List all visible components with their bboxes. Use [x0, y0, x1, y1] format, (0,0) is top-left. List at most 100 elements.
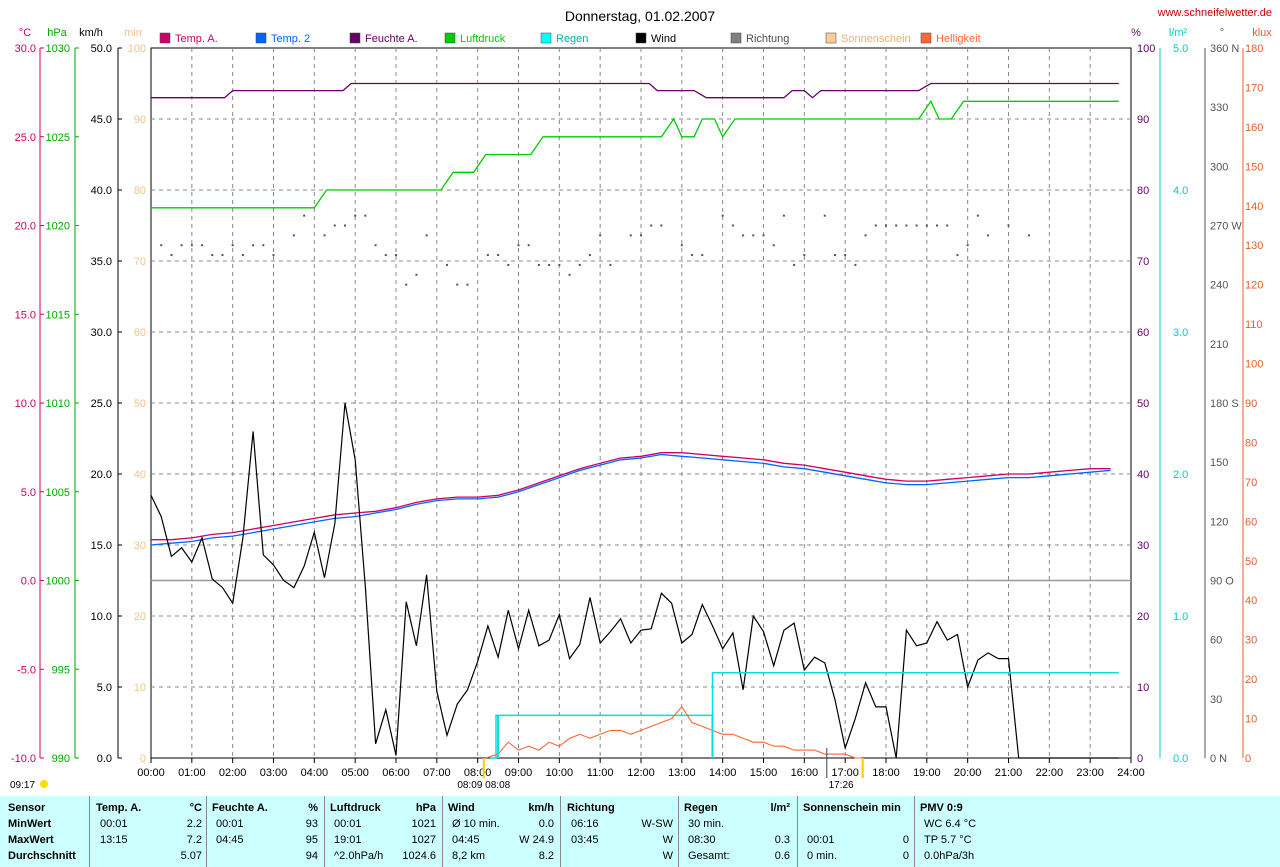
richtung-point	[241, 254, 244, 257]
hum-tick: 60	[1137, 327, 1149, 339]
lux-tick: 130	[1245, 240, 1263, 252]
lux-tick: 10	[1245, 714, 1257, 726]
richtung-point	[599, 234, 602, 237]
richtung-point	[568, 273, 571, 276]
wind-tick: 0.0	[97, 753, 112, 765]
richtung-point	[405, 283, 408, 286]
time-tick: 23:00	[1076, 767, 1104, 779]
stats-header: Richtung	[567, 802, 615, 814]
stats-cell: MinWert	[8, 818, 52, 830]
richtung-point	[660, 224, 663, 227]
lux-tick: 140	[1245, 201, 1263, 213]
richtung-point	[752, 234, 755, 237]
richtung-point	[384, 254, 387, 257]
richtung-point	[936, 224, 939, 227]
axis-unit-hum: %	[1131, 27, 1141, 39]
legend-swatch	[730, 32, 742, 44]
stats-value: 0	[902, 850, 909, 862]
min-tick: 0	[140, 753, 146, 765]
time-tick: 14:00	[709, 767, 737, 779]
time-tick: 09:00	[505, 767, 533, 779]
richtung-point	[303, 214, 306, 217]
wind-tick: 25.0	[91, 398, 112, 410]
richtung-point	[772, 244, 775, 247]
axis-unit-min: min	[124, 27, 142, 39]
wind-tick: 20.0	[91, 469, 112, 481]
richtung-point	[864, 234, 867, 237]
min-tick: 60	[134, 327, 146, 339]
press-tick: 1020	[46, 221, 70, 233]
time-tick: 13:00	[668, 767, 696, 779]
wind-tick: 40.0	[91, 185, 112, 197]
richtung-point	[844, 254, 847, 257]
axis-unit-rain: l/m²	[1169, 27, 1188, 39]
stats-cell: 0.0hPa/3h	[924, 850, 975, 862]
lux-tick: 40	[1245, 595, 1257, 607]
richtung-point	[691, 254, 694, 257]
stats-value: 1024.6	[402, 850, 436, 862]
stats-value: W	[662, 850, 673, 862]
stats-value: 0.6	[774, 850, 790, 862]
lux-tick: 150	[1245, 161, 1263, 173]
legend-label-5: Wind	[651, 33, 676, 45]
richtung-point	[262, 244, 265, 247]
richtung-point	[721, 214, 724, 217]
min-tick: 20	[134, 611, 146, 623]
hum-tick: 90	[1137, 114, 1149, 126]
time-tick: 03:00	[260, 767, 288, 779]
time-tick: 18:00	[872, 767, 900, 779]
time-tick: 10:00	[546, 767, 574, 779]
dir-tick: 150	[1210, 457, 1228, 469]
richtung-point	[578, 263, 581, 266]
time-tick: 15:00	[750, 767, 778, 779]
richtung-point	[425, 234, 428, 237]
temp-tick: 15.0	[15, 309, 36, 321]
stats-unit: hPa	[415, 802, 436, 814]
legend-swatch	[349, 32, 361, 44]
dir-tick: 330	[1210, 102, 1228, 114]
richtung-point	[640, 234, 642, 237]
richtung-point	[456, 283, 459, 286]
richtung-point	[252, 244, 255, 247]
legend-label-2: Feuchte A.	[365, 33, 418, 45]
temp-tick: 5.0	[21, 487, 36, 499]
richtung-point	[905, 224, 908, 227]
hum-tick: 40	[1137, 469, 1149, 481]
dir-tick: 30	[1210, 694, 1222, 706]
wind-tick: 10.0	[91, 611, 112, 623]
legend-swatch	[920, 32, 932, 44]
stats-header: Luftdruck	[330, 802, 381, 814]
stats-value: 5.07	[180, 850, 202, 862]
time-tick: 00:00	[137, 767, 165, 779]
stats-header: Temp. A.	[96, 802, 142, 814]
richtung-point	[680, 244, 683, 247]
lux-tick: 30	[1245, 635, 1257, 647]
sunrise-label: 08:09 08:08	[457, 780, 510, 791]
richtung-point	[793, 263, 796, 266]
stats-cell: ^2.0hPa/h	[334, 850, 384, 862]
richtung-point	[537, 263, 540, 266]
dir-tick: 300	[1210, 161, 1228, 173]
stats-cell: 30 min.	[688, 818, 725, 830]
time-tick: 21:00	[995, 767, 1023, 779]
richtung-point	[343, 224, 346, 227]
sunset-label: 17:26	[829, 780, 854, 791]
richtung-point	[517, 244, 520, 247]
lux-tick: 70	[1245, 477, 1257, 489]
richtung-point	[221, 254, 224, 257]
weather-chart: Donnerstag, 01.02.2007 www.schneifelwette…	[10, 7, 1272, 791]
richtung-point	[323, 234, 326, 237]
column-separator	[324, 796, 325, 867]
axis-unit-press: hPa	[47, 27, 67, 39]
temp-tick: -5.0	[17, 664, 36, 676]
hum-tick: 20	[1137, 611, 1149, 623]
legend-label-1: Temp. 2	[271, 33, 310, 45]
axis-unit-wind: km/h	[79, 27, 103, 39]
dir-tick: 0 N	[1210, 753, 1227, 765]
wind-tick: 50.0	[91, 43, 112, 55]
press-tick: 1010	[46, 398, 70, 410]
dir-tick: 360 N	[1210, 43, 1239, 55]
lux-tick: 110	[1245, 319, 1263, 331]
stats-value: 2.2	[186, 818, 202, 830]
column-separator	[678, 796, 679, 867]
